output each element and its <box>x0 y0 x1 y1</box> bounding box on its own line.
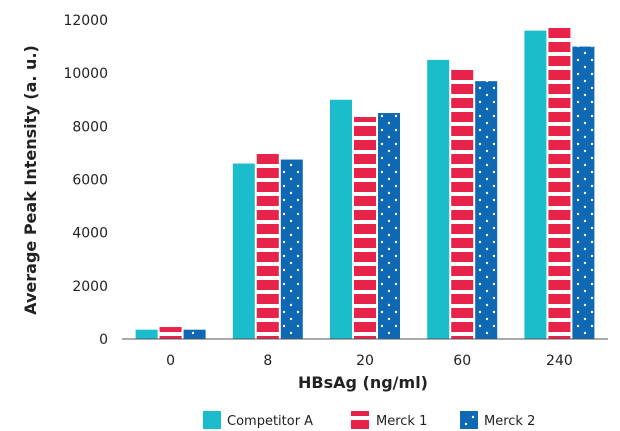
y-tick-label: 6000 <box>72 173 108 189</box>
x-tick-label: 0 <box>166 353 175 369</box>
legend-swatch-competitor-a <box>203 411 221 429</box>
legend-swatch-merck-2 <box>460 411 478 429</box>
legend-label: Merck 2 <box>484 414 535 429</box>
legend-swatch-merck-1 <box>351 411 369 429</box>
x-tick-label: 240 <box>546 353 573 369</box>
bar-competitor-a-8 <box>232 163 255 339</box>
bars <box>135 27 595 340</box>
bar-merck-2-8 <box>280 159 303 339</box>
legend-label: Competitor A <box>227 414 313 429</box>
y-axis-title: Average Peak Intensity (a. u.) <box>21 45 40 315</box>
y-tick-label: 4000 <box>72 226 108 242</box>
bar-merck-1-20 <box>354 117 376 339</box>
bar-merck-1-240 <box>548 27 571 339</box>
x-axis-ticks: 0 8 20 60 240 <box>166 353 573 369</box>
y-tick-label: 10000 <box>63 66 108 82</box>
legend-label: Merck 1 <box>376 414 427 429</box>
legend: Competitor A Merck 1 Merck 2 <box>203 411 535 429</box>
bar-competitor-a-60 <box>427 59 450 339</box>
y-axis-ticks: 0 2000 4000 6000 8000 10000 12000 <box>63 13 108 348</box>
y-tick-label: 12000 <box>63 13 108 29</box>
bar-merck-2-240 <box>572 46 595 339</box>
x-tick-label: 60 <box>453 353 471 369</box>
y-tick-label: 2000 <box>72 279 108 295</box>
bar-merck-2-60 <box>475 81 498 340</box>
y-tick-label: 0 <box>99 332 108 348</box>
bar-competitor-a-240 <box>524 30 547 340</box>
bar-merck-2-20 <box>378 113 400 340</box>
x-tick-label: 20 <box>356 353 374 369</box>
x-axis-title: HBsAg (ng/ml) <box>298 373 428 392</box>
bar-merck-2-0 <box>183 329 206 339</box>
y-tick-label: 8000 <box>72 119 108 135</box>
bar-merck-1-0 <box>159 327 182 339</box>
bar-merck-1-8 <box>256 152 279 339</box>
bar-competitor-a-20 <box>330 99 352 339</box>
bar-competitor-a-0 <box>135 329 158 339</box>
bar-merck-1-60 <box>451 67 474 339</box>
x-tick-label: 8 <box>263 353 272 369</box>
